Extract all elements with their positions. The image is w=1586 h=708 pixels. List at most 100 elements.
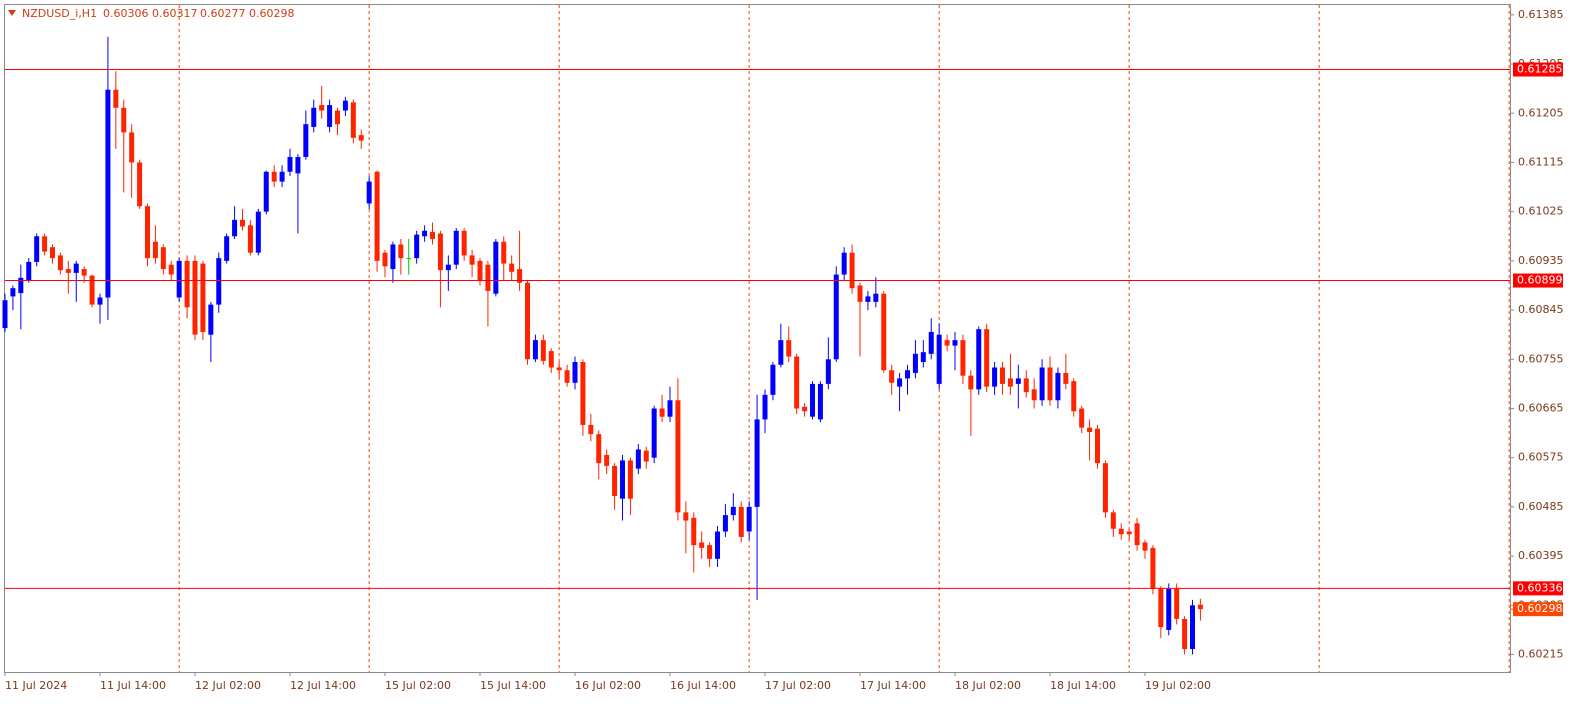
- candle-body: [105, 89, 111, 298]
- candle-body: [572, 362, 578, 383]
- candle-body: [129, 132, 135, 163]
- candle-body: [881, 293, 887, 371]
- candle-body: [81, 269, 87, 276]
- level-label: 0.60899: [1517, 274, 1563, 287]
- candle-body: [374, 171, 380, 261]
- candle-body: [176, 260, 182, 298]
- x-tick-label: 18 Jul 02:00: [955, 679, 1021, 692]
- candle-body: [620, 460, 625, 499]
- candle-body: [897, 378, 903, 387]
- candle-body: [794, 356, 800, 409]
- candle-body: [841, 252, 847, 275]
- candle-body: [722, 515, 728, 532]
- candle-body: [97, 297, 103, 305]
- candle-body: [10, 288, 16, 297]
- candle-body: [311, 107, 317, 127]
- y-tick-label: 0.60215: [1518, 648, 1564, 661]
- candle-body: [707, 545, 713, 559]
- candle-body: [1190, 605, 1195, 650]
- candle-body: [865, 296, 871, 302]
- candle-body: [944, 340, 950, 346]
- candle-body: [200, 263, 206, 332]
- candle-body: [26, 261, 32, 281]
- y-tick-label: 0.60845: [1518, 303, 1564, 316]
- candle-body: [453, 230, 459, 265]
- candle-body: [1118, 528, 1124, 535]
- x-tick-label: 12 Jul 14:00: [290, 679, 356, 692]
- candle-body: [936, 334, 942, 384]
- candle-body: [588, 424, 594, 435]
- x-tick-label: 16 Jul 02:00: [575, 679, 641, 692]
- candle-body: [319, 105, 325, 111]
- candle-body: [802, 406, 808, 412]
- candle-body: [1007, 378, 1013, 387]
- candle-body: [335, 110, 340, 125]
- candle-body: [1039, 367, 1045, 401]
- candle-body: [1000, 367, 1005, 384]
- y-tick-label: 0.61205: [1518, 106, 1564, 119]
- candle-body: [540, 340, 546, 361]
- candle-body: [398, 244, 404, 259]
- candle-body: [232, 219, 238, 237]
- candle-body: [477, 260, 483, 281]
- candle-body: [778, 340, 784, 365]
- header-arrow[interactable]: [8, 10, 16, 16]
- candle-body: [1087, 427, 1093, 432]
- candle-body: [857, 285, 863, 302]
- y-tick-label: 0.61115: [1518, 155, 1564, 168]
- candle-body: [1174, 588, 1180, 619]
- candle-body: [659, 408, 665, 417]
- candle-body: [1197, 604, 1203, 610]
- candle-body: [1158, 588, 1164, 628]
- candle-body: [65, 269, 71, 273]
- candle-body: [889, 370, 895, 383]
- y-tick-label: 0.61385: [1518, 8, 1564, 21]
- candle-body: [303, 124, 309, 157]
- candle-body: [279, 171, 285, 182]
- candle-body: [1031, 389, 1037, 401]
- y-tick-label: 0.60485: [1518, 500, 1564, 513]
- candle-body: [358, 135, 364, 141]
- candle-body: [42, 236, 48, 252]
- candle-body: [580, 362, 586, 425]
- x-tick-label: 11 Jul 2024: [5, 679, 67, 692]
- x-tick-label: 15 Jul 02:00: [385, 679, 451, 692]
- candle-body: [770, 364, 776, 395]
- candle-body: [57, 255, 63, 271]
- candle-body: [192, 260, 198, 335]
- candle-body: [113, 89, 119, 108]
- candle-body: [912, 353, 918, 373]
- y-tick-label: 0.60665: [1518, 401, 1564, 414]
- y-tick-label: 0.60755: [1518, 352, 1564, 365]
- candle-body: [643, 450, 649, 462]
- candle-body: [699, 542, 705, 548]
- candle-body: [1079, 408, 1085, 428]
- candle-body: [548, 351, 554, 368]
- current-price-label: 0.60298: [1517, 602, 1563, 615]
- level-label: 0.60336: [1517, 581, 1563, 594]
- candle-body: [263, 171, 269, 212]
- candle-body: [1166, 588, 1172, 630]
- candle-body: [1102, 463, 1108, 513]
- candle-body: [738, 506, 744, 537]
- candle-body: [517, 269, 523, 283]
- header-low: 0.60277: [200, 7, 246, 20]
- candle-body: [216, 258, 222, 305]
- candle-body: [960, 340, 966, 376]
- candle-body: [612, 465, 618, 496]
- candle-body: [485, 264, 491, 291]
- candle-body: [240, 219, 245, 227]
- candle-body: [287, 156, 293, 172]
- candle-body: [1142, 542, 1148, 551]
- candle-body: [1015, 378, 1021, 384]
- candle-body: [121, 107, 127, 133]
- candle-body: [556, 367, 562, 371]
- candle-body: [849, 252, 855, 289]
- candle-body: [762, 394, 768, 420]
- header-open: 0.60306: [103, 7, 149, 20]
- candle-body: [414, 234, 420, 259]
- x-tick-label: 15 Jul 14:00: [480, 679, 546, 692]
- candle-body: [493, 241, 499, 294]
- header-high: 0.60317: [152, 7, 198, 20]
- candle-body: [295, 156, 301, 174]
